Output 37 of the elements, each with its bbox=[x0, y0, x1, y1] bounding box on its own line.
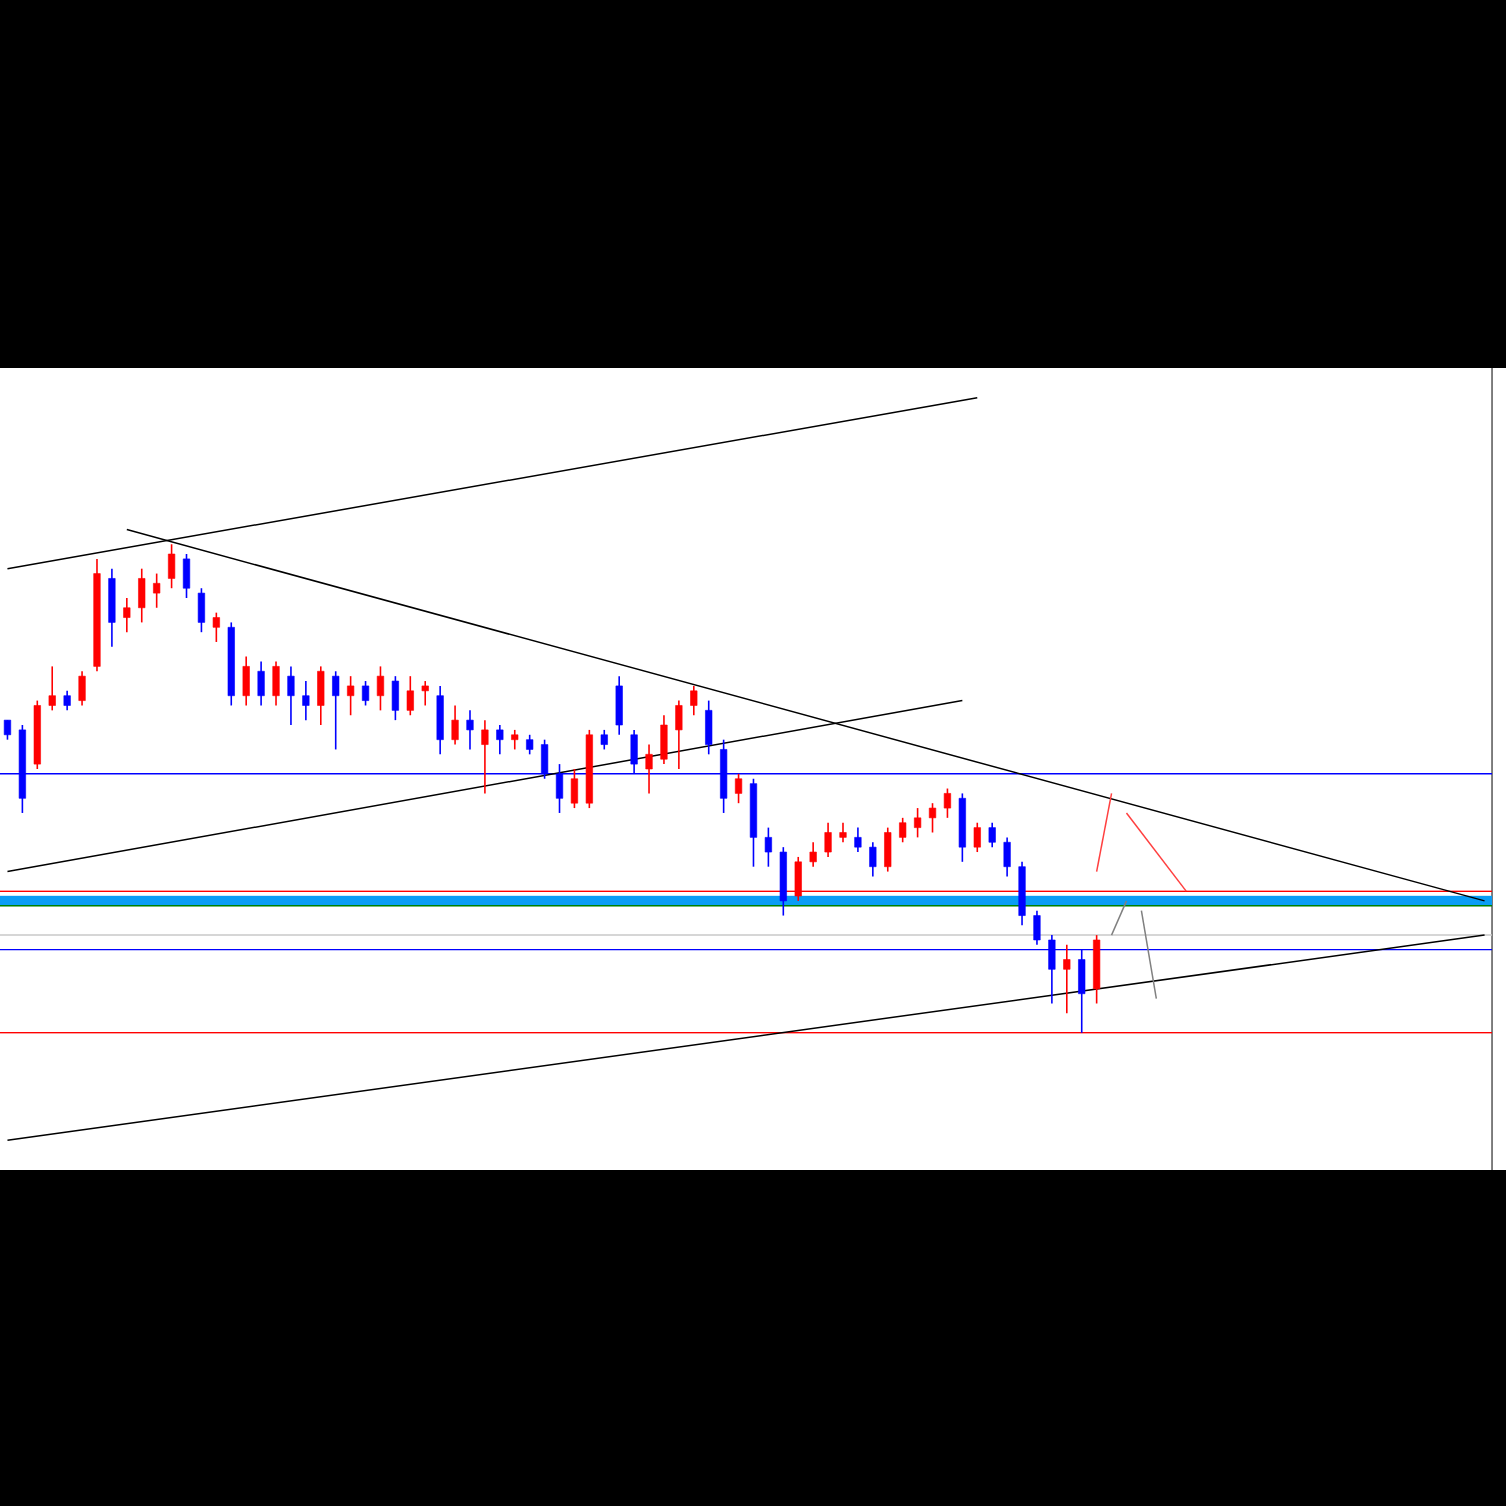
candlestick bbox=[496, 724, 504, 756]
candlestick bbox=[988, 821, 996, 848]
candlestick bbox=[48, 665, 56, 712]
candlestick bbox=[287, 665, 295, 726]
candlestick bbox=[3, 719, 12, 741]
candlestick bbox=[824, 821, 832, 858]
candlestick bbox=[869, 841, 877, 878]
candlestick bbox=[1063, 944, 1071, 1015]
candlestick bbox=[63, 690, 71, 712]
candlestick bbox=[690, 685, 698, 717]
candlestick bbox=[928, 802, 937, 834]
candlestick bbox=[511, 729, 519, 751]
candlestick bbox=[376, 665, 385, 712]
candlestick bbox=[899, 817, 907, 844]
candlestick bbox=[809, 841, 817, 868]
candlestick bbox=[734, 773, 743, 804]
candlestick bbox=[302, 680, 310, 721]
candlestick bbox=[332, 670, 340, 751]
candlestick bbox=[973, 821, 981, 853]
candlestick bbox=[406, 675, 414, 717]
candlestick bbox=[854, 826, 862, 853]
candlestick bbox=[153, 572, 161, 609]
candlestick bbox=[645, 743, 653, 795]
candlestick bbox=[526, 733, 534, 756]
candlestick bbox=[943, 787, 952, 819]
candlestick bbox=[451, 704, 459, 746]
candlestick bbox=[600, 729, 608, 751]
candlestick bbox=[914, 807, 922, 839]
candlestick bbox=[212, 611, 220, 643]
candlestick bbox=[361, 680, 370, 707]
candlestick bbox=[764, 826, 772, 868]
candlestick bbox=[421, 680, 429, 707]
candlestick bbox=[123, 597, 131, 633]
candlestick bbox=[481, 719, 489, 795]
candlestick bbox=[347, 675, 355, 717]
candlestick bbox=[839, 821, 847, 844]
candlestick bbox=[466, 709, 474, 751]
